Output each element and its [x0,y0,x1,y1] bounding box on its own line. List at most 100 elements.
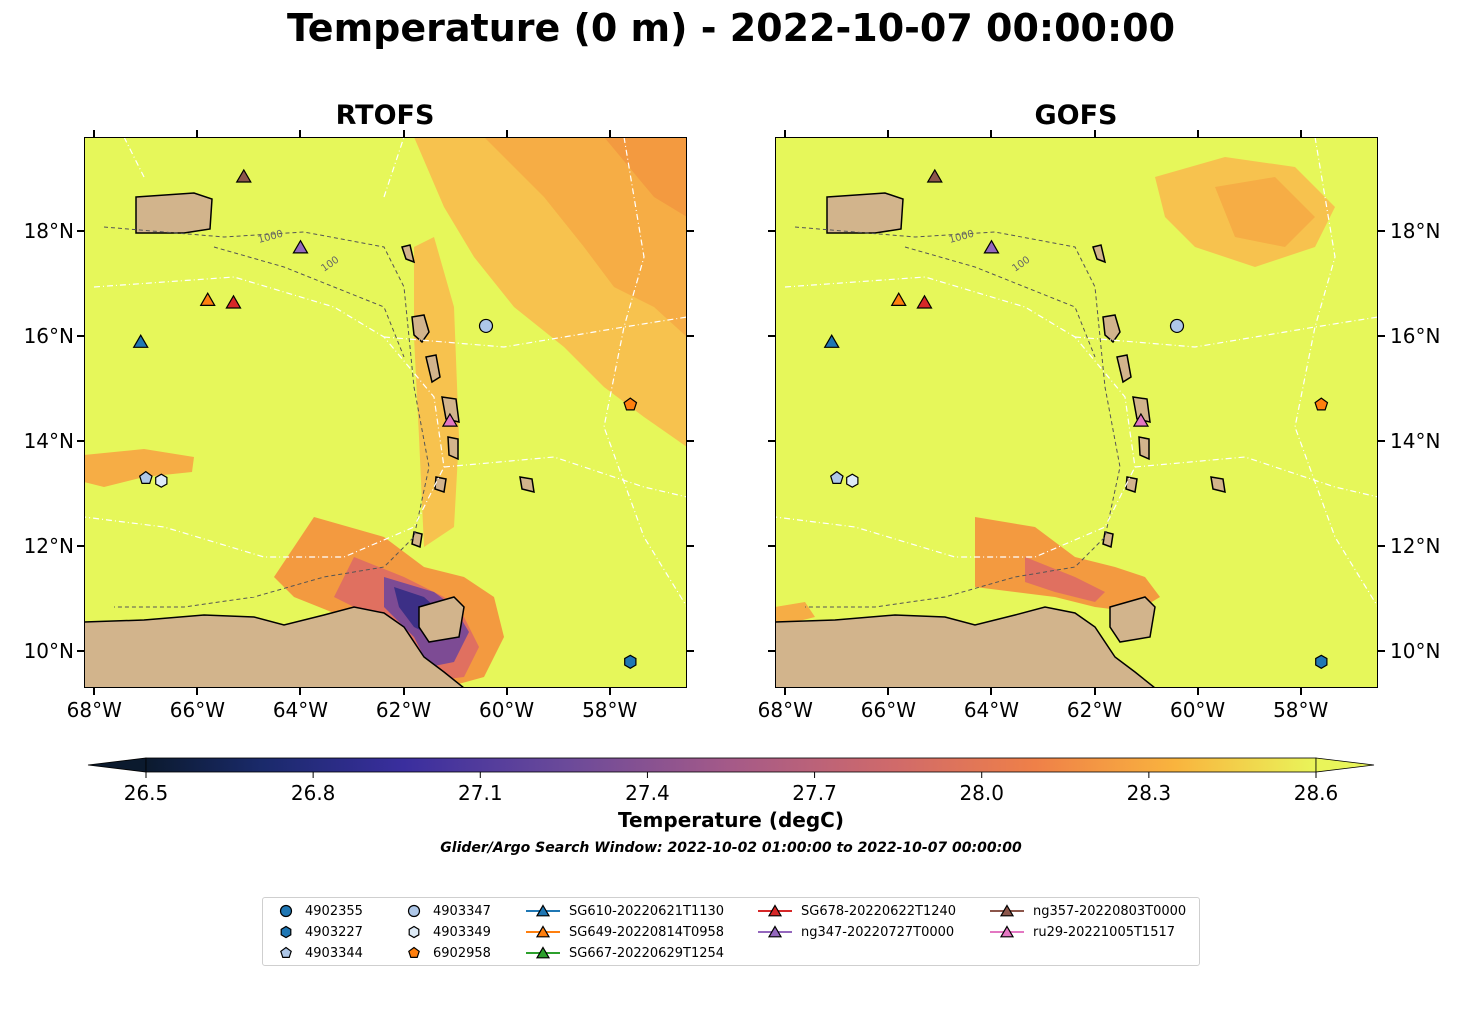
lon-tick-mark [196,130,199,137]
lon-tick-label: 60°W [478,698,535,722]
lat-tick-label: 18°N [1390,219,1441,244]
colorbar-tick-label: 28.3 [1127,781,1172,805]
search-window-subtitle: Glider/Argo Search Window: 2022-10-02 01… [440,840,1022,856]
legend-swatch [526,904,560,917]
legend-label: ng347-20220727T0000 [801,924,955,940]
lat-tick-mark [687,440,694,443]
land-martinique [441,396,460,423]
plume-mid [1025,557,1105,602]
legend-swatch [526,925,560,938]
land-dominica [1116,354,1132,384]
lon-tick-label: 66°W [169,698,225,722]
legend-item: 4903349 [403,922,491,942]
legend-label: ng357-20220803T0000 [1033,903,1187,919]
warm-patch-west [84,449,194,487]
legend-label: 4903344 [305,945,363,961]
legend-item: 4902355 [275,901,363,921]
platform-marker-4903349 [846,473,859,488]
lon-tick-mark [784,688,787,695]
lat-tick-mark [77,650,84,653]
map-frame [775,137,1378,688]
land-guadeloupe [1102,314,1121,344]
land-antigua [1092,244,1107,264]
legend-swatch [280,946,292,958]
platform-marker-ng357-20220803T0000 [235,168,252,183]
lon-tick-mark [608,130,611,137]
lat-tick-mark [687,230,694,233]
lat-tick-mark [1378,230,1385,233]
legend-item: ng357-20220803T0000 [989,901,1186,921]
legend-label: SG649-20220814T0958 [569,924,725,940]
lon-tick-mark [1299,130,1302,137]
legend-item: ru29-20221005T1517 [989,922,1175,942]
lat-tick-mark [687,545,694,548]
land-st-lucia [1138,436,1150,461]
platform-marker-4903344 [829,470,844,484]
colorbar: 26.5 26.8 27.1 27.4 27.7 28.0 28.3 28.6 [87,757,1375,805]
colorbar-tick-label: 28.6 [1294,781,1339,805]
land-martinique [1132,396,1151,423]
lat-tick-mark [768,335,775,338]
warm-region-peak [604,137,687,217]
platform-marker-ru29-20221005T1517 [1132,412,1150,427]
lat-tick-mark [1378,545,1385,548]
colorbar-tick-label: 26.5 [124,781,169,805]
contour-100 [904,246,1096,358]
legend-item: ng347-20220727T0000 [757,922,954,942]
lon-tick-mark [1196,130,1199,137]
panel-title-rtofs: RTOFS [335,100,435,131]
legend-item: SG649-20220814T0958 [525,922,724,942]
panel-title-gofs: GOFS [1034,100,1118,131]
platform-marker-SG610-20220621T1130 [823,334,840,348]
contour-100 [213,246,405,358]
platform-marker-4903227 [1315,654,1328,669]
lat-tick-label: 10°N [23,639,74,664]
legend-swatch [990,904,1024,917]
platform-marker-4903347 [1169,318,1185,334]
map-frame [84,137,687,688]
lon-tick-mark [93,688,96,695]
land-puerto-rico [826,192,904,234]
legend-swatch [990,925,1024,938]
lat-tick-label: 14°N [1390,429,1441,454]
legend-label: SG610-20220621T1130 [569,903,725,919]
lon-tick-mark [1093,130,1096,137]
legend-swatch [279,904,293,918]
land-barbados [1210,476,1226,494]
main-title: Temperature (0 m) - 2022-10-07 00:00:00 [286,6,1176,50]
map-rtofs[interactable]: 1000 100 [84,137,687,688]
platform-marker-4903344 [138,470,153,484]
lat-tick-mark [1378,650,1385,653]
map-gofs[interactable]: 1000 100 [775,137,1378,688]
platform-marker-SG678-20220622T1240 [916,294,933,309]
lat-tick-mark [77,335,84,338]
lat-tick-label: 16°N [23,324,74,349]
legend-item: SG610-20220621T1130 [525,901,724,921]
lon-tick-mark [608,688,611,695]
land-south-america [84,606,466,688]
legend-label: 4903347 [433,903,491,919]
legend-swatch [408,925,420,939]
land-grenada [1102,531,1114,549]
lon-tick-mark [990,130,993,137]
lat-tick-mark [687,335,694,338]
lon-tick-mark [93,130,96,137]
platform-markers [823,168,1329,669]
legend-item: 4903347 [403,901,491,921]
legend-label: 4903349 [433,924,491,940]
platform-marker-SG649-20220814T0958 [199,291,216,306]
lon-tick-mark [990,688,993,695]
legend-swatch [758,904,792,917]
lon-tick-mark [505,130,508,137]
legend-item: 4903227 [275,922,363,942]
contour-1000 [103,226,430,608]
contour-1000 [794,226,1121,608]
legend-item: SG678-20220622T1240 [757,901,956,921]
land-guadeloupe [411,314,430,344]
legend-label: 4902355 [305,903,363,919]
lat-tick-label: 12°N [23,534,74,559]
colorbar-ticks: 26.5 26.8 27.1 27.4 27.7 28.0 28.3 28.6 [124,772,1339,805]
lon-tick-mark [1196,688,1199,695]
platform-marker-6902958 [623,397,638,411]
legend-swatch [408,946,420,958]
